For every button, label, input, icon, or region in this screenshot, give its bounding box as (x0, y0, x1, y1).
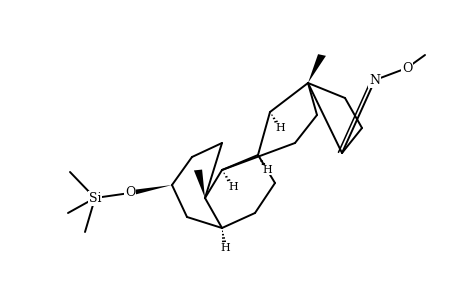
Text: N: N (369, 74, 380, 86)
Polygon shape (308, 54, 325, 83)
Text: H: H (274, 123, 284, 133)
Text: O: O (124, 187, 135, 200)
Text: Si: Si (89, 191, 101, 205)
Polygon shape (129, 185, 172, 196)
Text: H: H (220, 243, 230, 253)
Text: H: H (228, 182, 237, 192)
Text: O: O (401, 61, 411, 74)
Text: H: H (262, 165, 271, 175)
Polygon shape (194, 169, 205, 198)
